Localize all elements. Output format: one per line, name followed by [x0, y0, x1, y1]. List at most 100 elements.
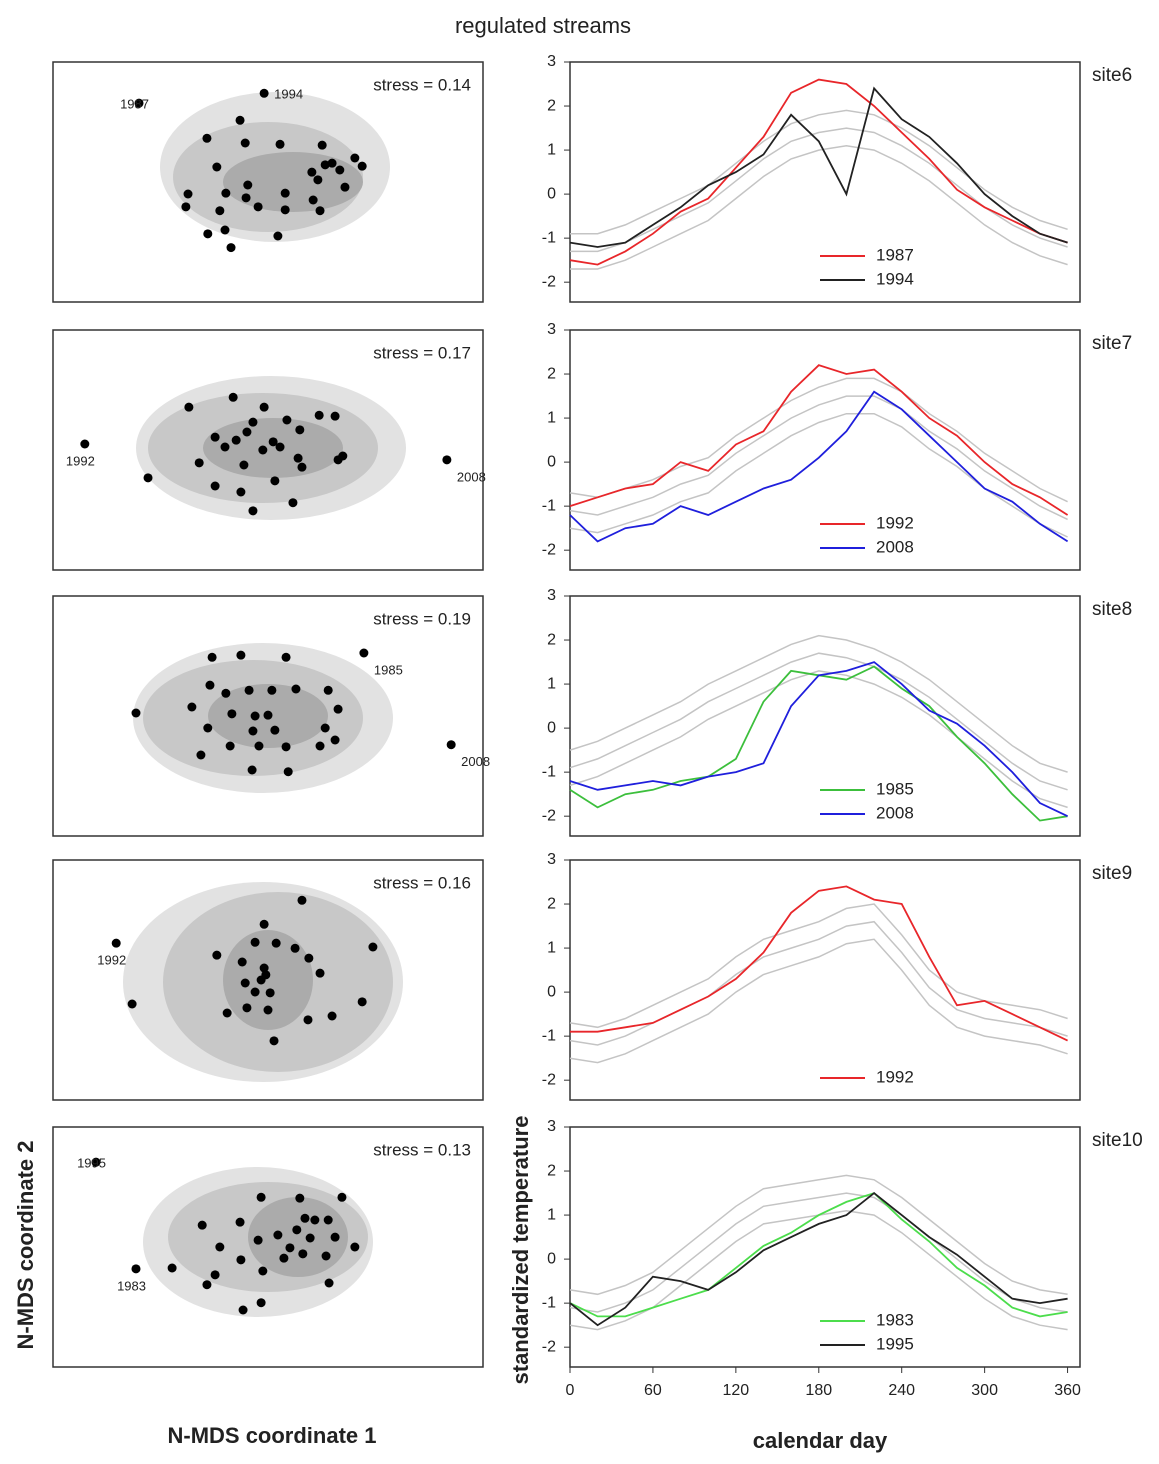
- point: [187, 702, 197, 712]
- point: [256, 1192, 266, 1202]
- point: [292, 1225, 302, 1235]
- outlier-point: [442, 455, 452, 465]
- x-tick-label: 0: [566, 1382, 575, 1399]
- legend-label: 1995: [876, 1334, 914, 1353]
- outlier-point: [259, 88, 269, 98]
- point: [183, 189, 193, 199]
- point: [227, 709, 237, 719]
- point: [310, 1215, 320, 1225]
- legend-label: 1985: [876, 779, 914, 798]
- outlier-label: 1992: [97, 953, 126, 968]
- stress-annotation: stress = 0.19: [373, 609, 471, 628]
- legend-label: 1994: [876, 269, 914, 288]
- y-tick-label: 1: [547, 939, 556, 956]
- point: [293, 453, 303, 463]
- y-tick-label: -1: [542, 497, 556, 514]
- point: [313, 175, 323, 185]
- point: [239, 460, 249, 470]
- point: [254, 741, 264, 751]
- x-tick-label: 360: [1054, 1382, 1081, 1399]
- y-tick-label: 3: [547, 587, 556, 604]
- point: [231, 435, 241, 445]
- y-tick-label: 3: [547, 1118, 556, 1135]
- point: [241, 193, 251, 203]
- point: [300, 1213, 310, 1223]
- point: [279, 1253, 289, 1263]
- point: [350, 1242, 360, 1252]
- point: [248, 726, 258, 736]
- point: [350, 153, 360, 163]
- legend-label: 1992: [876, 513, 914, 532]
- point: [268, 437, 278, 447]
- point: [256, 1298, 266, 1308]
- point: [269, 1036, 279, 1046]
- site-label: site9: [1092, 863, 1132, 884]
- outlier-label: 1987: [120, 97, 149, 112]
- outlier-label: 1983: [117, 1278, 146, 1293]
- y-tick-label: -1: [542, 1027, 556, 1044]
- background-line: [569, 395, 1068, 521]
- point: [283, 767, 293, 777]
- point: [338, 451, 348, 461]
- point: [335, 165, 345, 175]
- point: [271, 938, 281, 948]
- density-contour: [223, 930, 313, 1030]
- y-tick-label: 0: [547, 983, 556, 1000]
- stress-annotation: stress = 0.14: [373, 75, 471, 94]
- background-line: [570, 144, 1068, 270]
- series-line: [569, 1191, 1068, 1327]
- point: [273, 231, 283, 241]
- y-tick-label: 0: [547, 719, 556, 736]
- x-tick-label: 120: [723, 1382, 750, 1399]
- point: [236, 487, 246, 497]
- point: [203, 229, 213, 239]
- y-tick-label: -2: [542, 541, 556, 558]
- point: [240, 138, 250, 148]
- y-tick-label: 2: [547, 631, 556, 648]
- point: [330, 735, 340, 745]
- panel-frame: [569, 329, 1081, 571]
- outlier-label: 1985: [374, 662, 403, 677]
- line-y-label: standardized temperature: [508, 1116, 533, 1385]
- point: [265, 988, 275, 998]
- point: [297, 462, 307, 472]
- legend-label: 1992: [876, 1067, 914, 1086]
- point: [330, 411, 340, 421]
- point: [184, 402, 194, 412]
- point: [297, 895, 307, 905]
- point: [242, 427, 252, 437]
- point: [295, 1193, 305, 1203]
- point: [323, 685, 333, 695]
- figure-title: regulated streams: [455, 13, 631, 38]
- point: [212, 162, 222, 172]
- panel-frame: [569, 859, 1081, 1101]
- point: [285, 1243, 295, 1253]
- y-tick-label: -1: [542, 1294, 556, 1311]
- outlier-label: 1994: [274, 87, 303, 102]
- point: [248, 506, 258, 516]
- y-tick-label: 2: [547, 895, 556, 912]
- background-line: [569, 1174, 1068, 1296]
- point: [196, 750, 206, 760]
- point: [210, 432, 220, 442]
- point: [212, 950, 222, 960]
- point: [317, 140, 327, 150]
- point: [291, 684, 301, 694]
- series-line: [569, 390, 1069, 543]
- point: [258, 1266, 268, 1276]
- legend-label: 2008: [876, 537, 914, 556]
- point: [220, 225, 230, 235]
- x-tick-label: 300: [971, 1382, 998, 1399]
- series-line: [569, 1192, 1068, 1318]
- point: [244, 685, 254, 695]
- y-tick-label: 3: [547, 851, 556, 868]
- outlier-point: [131, 1264, 141, 1274]
- background-line: [569, 377, 1068, 503]
- y-tick-label: 3: [547, 53, 556, 70]
- point: [226, 243, 236, 253]
- nmds-x-label: N-MDS coordinate 1: [167, 1423, 376, 1448]
- point: [290, 943, 300, 953]
- stress-annotation: stress = 0.16: [373, 873, 471, 892]
- y-tick-label: 1: [547, 409, 556, 426]
- series-line: [569, 86, 1068, 248]
